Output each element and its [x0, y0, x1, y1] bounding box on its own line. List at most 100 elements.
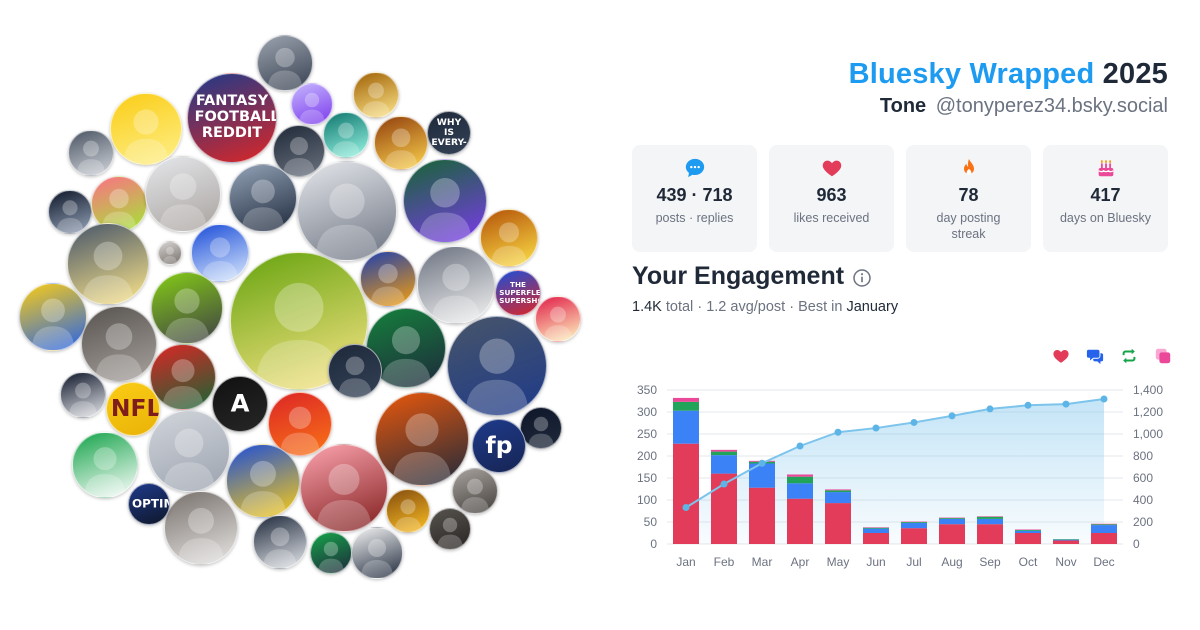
person-silhouette-icon [465, 338, 529, 415]
avatar[interactable] [429, 508, 471, 550]
avatar[interactable] [145, 156, 221, 232]
avatar[interactable] [230, 252, 368, 390]
avatar[interactable] [351, 527, 403, 579]
avatar[interactable] [300, 444, 388, 532]
cumulative-point [834, 428, 842, 436]
bar-segment [1091, 525, 1117, 533]
avatar[interactable] [328, 344, 382, 398]
person-silhouette-icon [384, 128, 418, 169]
avatar[interactable] [374, 116, 428, 170]
stat-card-posts: 439 · 718 posts · replies [632, 145, 757, 252]
bar-segment [901, 528, 927, 544]
person-silhouette-icon [123, 109, 169, 164]
avatar[interactable] [151, 272, 223, 344]
person-silhouette-icon [361, 539, 393, 578]
bar-segment [1015, 529, 1041, 531]
engagement-summary: 1.4K total · 1.2 avg/post · Best in Janu… [632, 299, 898, 315]
cumulative-point [796, 442, 804, 450]
avatar[interactable] [535, 296, 581, 342]
avatar[interactable]: OPTIMUS [128, 483, 170, 525]
title-brand: Bluesky Wrapped [848, 58, 1095, 90]
person-silhouette-icon [95, 323, 143, 381]
avatar[interactable] [48, 190, 92, 234]
avatar[interactable] [257, 35, 313, 91]
avatar[interactable] [375, 392, 469, 486]
bar-segment [901, 521, 927, 523]
person-silhouette-icon [177, 507, 225, 564]
avatar[interactable] [158, 241, 182, 265]
cumulative-point [986, 405, 994, 413]
avatar[interactable] [191, 224, 249, 282]
info-icon[interactable] [852, 268, 872, 288]
bar-segment [939, 518, 965, 525]
avatar[interactable] [297, 161, 397, 261]
avatar[interactable] [366, 308, 446, 388]
avatar[interactable] [226, 444, 300, 518]
avatar[interactable] [150, 344, 216, 410]
avatar[interactable] [273, 125, 325, 177]
avatar[interactable] [403, 159, 487, 243]
x-tick-label: Jun [866, 555, 885, 569]
stat-label-posts: posts · replies [655, 211, 734, 225]
avatar[interactable] [148, 410, 230, 492]
quote-squares-icon[interactable] [1154, 347, 1172, 365]
avatar[interactable] [253, 515, 307, 569]
avatar[interactable]: fp [472, 419, 526, 473]
avatar[interactable] [229, 164, 297, 232]
bar-segment [787, 474, 813, 477]
avatar-label: FANTASY FOOTBALL REDDIT [194, 93, 277, 141]
stats-row: 439 · 718 posts · replies 963 likes rece… [632, 145, 1168, 252]
y-left-tick-label: 0 [650, 537, 657, 551]
person-silhouette-icon [159, 173, 207, 231]
bar-segment [863, 528, 889, 533]
bar-segment [901, 522, 927, 523]
avatar[interactable] [81, 306, 157, 382]
avatar[interactable] [323, 112, 369, 158]
reply-bubbles-icon[interactable] [1086, 347, 1104, 365]
person-silhouette-icon [460, 478, 490, 513]
bar-segment [977, 524, 1003, 544]
bar-segment [673, 401, 699, 411]
summary-separator-2: · [789, 299, 795, 315]
avatar[interactable]: FANTASY FOOTBALL REDDIT [187, 73, 277, 163]
cumulative-line [685, 398, 1105, 509]
avatar[interactable] [310, 532, 352, 574]
avatar[interactable] [19, 283, 87, 351]
avatar[interactable] [72, 432, 138, 498]
person-silhouette-icon [437, 517, 463, 549]
avatar[interactable]: WHY IS EVERY- [427, 111, 471, 155]
avatar[interactable] [68, 130, 114, 176]
y-right-tick-label: 1,200 [1133, 405, 1163, 419]
y-right-tick-label: 0 [1133, 537, 1140, 551]
avatar[interactable] [417, 246, 495, 324]
avatar[interactable] [360, 251, 416, 307]
avatar-cloud: WHY IS EVERY- FANTASY FOOTBALL REDDIT THE … [19, 35, 581, 579]
avatar[interactable] [268, 392, 332, 456]
avatar[interactable] [110, 93, 182, 165]
person-silhouette-icon [164, 288, 210, 343]
person-silhouette-icon [318, 541, 344, 573]
repost-arrows-icon[interactable] [1120, 347, 1138, 365]
stat-card-days: 417 days on Bluesky [1043, 145, 1168, 252]
avatar[interactable] [452, 468, 498, 514]
bar-segment [1053, 539, 1079, 540]
like-heart-icon[interactable] [1052, 347, 1070, 365]
avatar[interactable] [164, 491, 238, 565]
bar-segment [939, 524, 965, 544]
avatar[interactable] [480, 209, 538, 267]
engagement-avg: 1.2 avg/post [706, 299, 786, 315]
avatar[interactable] [67, 223, 149, 305]
avatar[interactable] [447, 316, 547, 416]
avatar[interactable] [60, 372, 106, 418]
bar-segment [863, 527, 889, 528]
avatar-label: WHY IS EVERY- [431, 116, 467, 149]
person-silhouette-icon [162, 246, 178, 264]
avatar[interactable] [520, 407, 562, 449]
x-tick-label: Jul [906, 555, 921, 569]
avatar[interactable] [291, 83, 333, 125]
bar-segment [863, 527, 889, 529]
page-title: Bluesky Wrapped 2025 [849, 58, 1168, 91]
avatar[interactable] [353, 72, 399, 118]
avatar[interactable] [386, 489, 430, 533]
avatar[interactable]: THE SUPERFLEX SUPERSHOW [495, 270, 541, 316]
